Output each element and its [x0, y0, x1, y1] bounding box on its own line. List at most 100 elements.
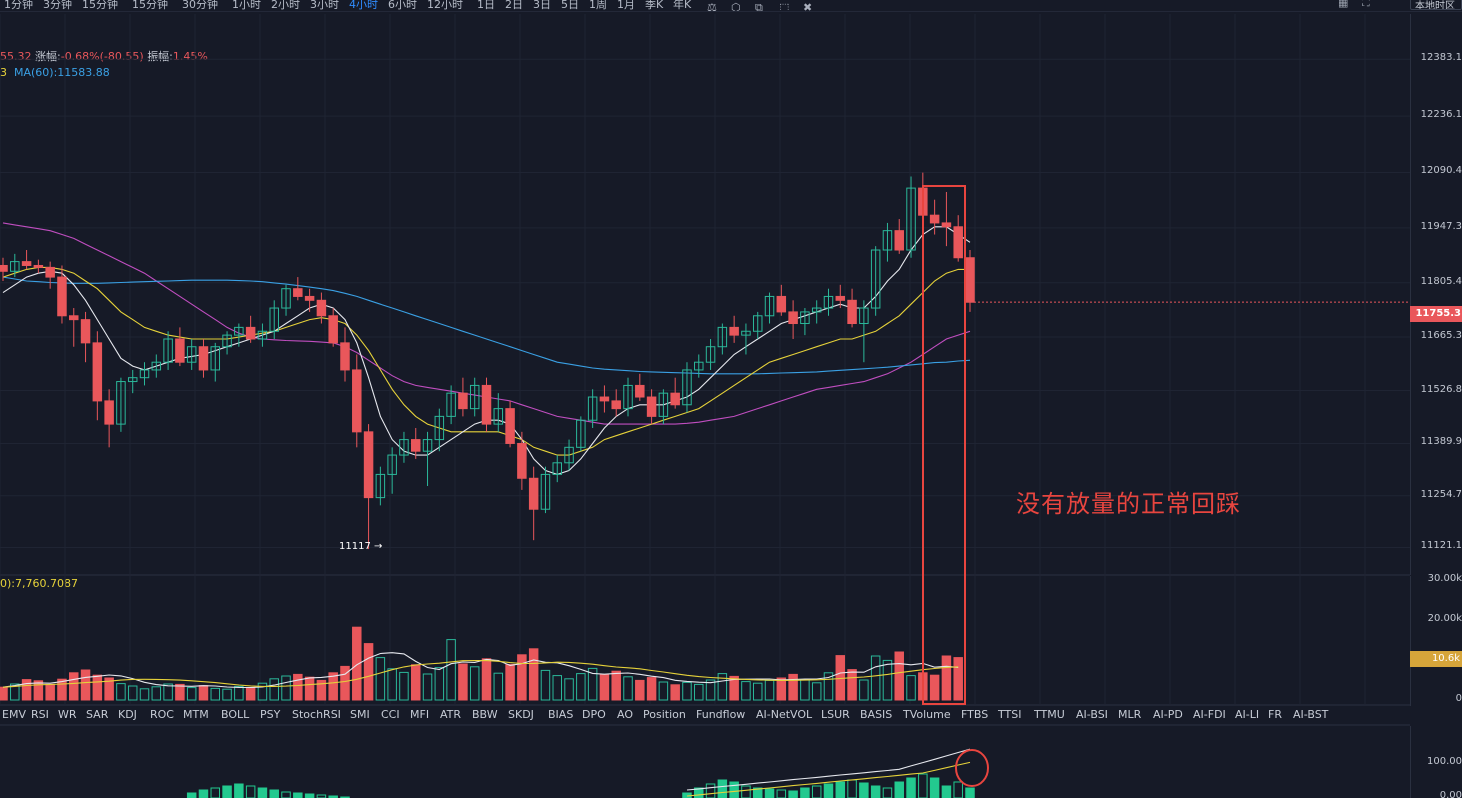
volume-bar [528, 648, 539, 701]
indicator-tab-ai-pd[interactable]: AI-PD [1153, 708, 1183, 721]
candle-body [458, 392, 468, 410]
timeframe-7[interactable]: 3小时 [310, 0, 339, 11]
annotation-text: 没有放量的正常回踩 [1016, 490, 1241, 518]
ma60-value: MA(60):11583.88 [14, 66, 110, 79]
timeframe-2[interactable]: 15分钟 [82, 0, 118, 11]
indicator-tab-rsi[interactable]: RSI [31, 708, 49, 721]
indicator-bar [269, 789, 279, 798]
timeframe-5[interactable]: 1小时 [232, 0, 261, 11]
indicator-tab-psy[interactable]: PSY [260, 708, 281, 721]
timeframe-0[interactable]: 1分钟 [4, 0, 33, 11]
price-axis-label: 11947.3 [1420, 220, 1462, 232]
copy-icon[interactable]: ⧉ [755, 1, 763, 12]
timeframe-1[interactable]: 3分钟 [43, 0, 72, 11]
volume-bar [635, 679, 645, 701]
indicator-tab-fr[interactable]: FR [1268, 708, 1282, 721]
candle-body [882, 230, 893, 251]
price-axis-label: 12383.1 [1420, 52, 1462, 64]
timeframe-8[interactable]: 4小时 [349, 0, 378, 11]
timeframe-12[interactable]: 2日 [505, 0, 523, 11]
timeframe-14[interactable]: 5日 [561, 0, 579, 11]
volume-bar [599, 674, 610, 701]
indicator-tab-ai-bsi[interactable]: AI-BSI [1076, 708, 1108, 721]
candle-body [576, 419, 586, 448]
indicator-tab-ai-fdi[interactable]: AI-FDI [1193, 708, 1226, 721]
volume-bar [57, 678, 67, 701]
indicator-tab-lsur[interactable]: LSUR [821, 708, 850, 721]
indicator-tab-boll[interactable]: BOLL [221, 708, 250, 721]
indicator-tab-bbw[interactable]: BBW [472, 708, 498, 721]
indicator-tab-wr[interactable]: WR [58, 708, 77, 721]
timeframe-4[interactable]: 30分钟 [182, 0, 218, 11]
timeframe-3[interactable]: 15分钟 [132, 0, 168, 11]
indicator-tab-ttsi[interactable]: TTSI [998, 708, 1022, 721]
timeframe-17[interactable]: 季K [645, 0, 664, 11]
annotation-rectangle [922, 185, 966, 705]
indicator-tab-mtm[interactable]: MTM [183, 708, 209, 721]
candle [906, 176, 916, 258]
indicator-tab-tvolume[interactable]: TVolume [903, 708, 951, 721]
indicator-tab-ttmu[interactable]: TTMU [1034, 708, 1065, 721]
indicator-bar [894, 781, 904, 798]
indicator-white-line [686, 748, 971, 791]
delete-icon[interactable]: ✖ [803, 1, 813, 12]
candle [576, 416, 586, 452]
candle [222, 331, 232, 355]
indicator-bar [882, 787, 893, 798]
timeframe-18[interactable]: 年K [673, 0, 692, 11]
indicator-icon[interactable]: ⚖ [707, 1, 717, 12]
layout-icon[interactable]: ▦ [1338, 0, 1349, 9]
indicator-bar [729, 781, 739, 798]
candle-body [611, 400, 621, 410]
indicator-tab-ftbs[interactable]: FTBS [961, 708, 989, 721]
candle-body [635, 384, 645, 398]
indicator-tab-mlr[interactable]: MLR [1118, 708, 1142, 721]
timezone-select[interactable]: 本地时区 [1410, 0, 1462, 10]
indicator-tab-dpo[interactable]: DPO [582, 708, 606, 721]
timeframe-10[interactable]: 12小时 [427, 0, 463, 11]
candle-body [587, 396, 598, 421]
indicator-tab-roc[interactable]: ROC [150, 708, 174, 721]
indicator-tab-position[interactable]: Position [643, 708, 686, 721]
candle [198, 338, 209, 378]
indicator-tab-emv[interactable]: EMV [2, 708, 26, 721]
shape-icon[interactable]: ⬡ [731, 1, 741, 12]
volume-bar [222, 688, 232, 701]
candle-body [57, 276, 67, 317]
indicator-tab-kdj[interactable]: KDJ [118, 708, 137, 721]
volume-bar [859, 679, 869, 701]
candle [458, 377, 468, 417]
indicator-tab-smi[interactable]: SMI [350, 708, 370, 721]
indicator-tab-cci[interactable]: CCI [381, 708, 400, 721]
fullscreen-icon[interactable]: ⛶ [1362, 0, 1370, 9]
indicator-tab-ao[interactable]: AO [617, 708, 633, 721]
ma-white-line [2, 226, 971, 475]
timeframe-15[interactable]: 1周 [589, 0, 607, 11]
indicator-tab-fundflow[interactable]: Fundflow [696, 708, 746, 721]
indicator-tab-sar[interactable]: SAR [86, 708, 109, 721]
screenshot-icon[interactable]: ⬚ [779, 1, 790, 12]
price-axis-label: 11526.8 [1420, 383, 1462, 395]
timeframe-16[interactable]: 1月 [617, 0, 635, 11]
chart-canvas[interactable] [0, 0, 1410, 798]
indicator-tab-ai-li[interactable]: AI-LI [1235, 708, 1260, 721]
indicator-tab-ai-bst[interactable]: AI-BST [1293, 708, 1329, 721]
timeframe-9[interactable]: 6小时 [388, 0, 417, 11]
timeframe-11[interactable]: 1日 [477, 0, 495, 11]
candle-body [788, 311, 798, 325]
indicator-tab-mfi[interactable]: MFI [410, 708, 430, 721]
volume-bar [387, 668, 397, 701]
volume-bar [623, 676, 633, 701]
indicator-tab-skdj[interactable]: SKDJ [508, 708, 534, 721]
price-axis-label: 11254.7 [1420, 488, 1462, 500]
candle-body [328, 315, 338, 344]
indicator-tab-basis[interactable]: BASIS [860, 708, 893, 721]
indicator-tab-atr[interactable]: ATR [440, 708, 462, 721]
volume-axis: 30.00k 20.00k 0 [1410, 573, 1462, 706]
indicator-tab-ai-netvol[interactable]: AI-NetVOL [756, 708, 813, 721]
timeframe-13[interactable]: 3日 [533, 0, 551, 11]
timeframe-6[interactable]: 2小时 [271, 0, 300, 11]
indicator-tab-bias[interactable]: BIAS [548, 708, 574, 721]
volume-bar [658, 681, 669, 701]
indicator-tab-stochrsi[interactable]: StochRSI [292, 708, 341, 721]
